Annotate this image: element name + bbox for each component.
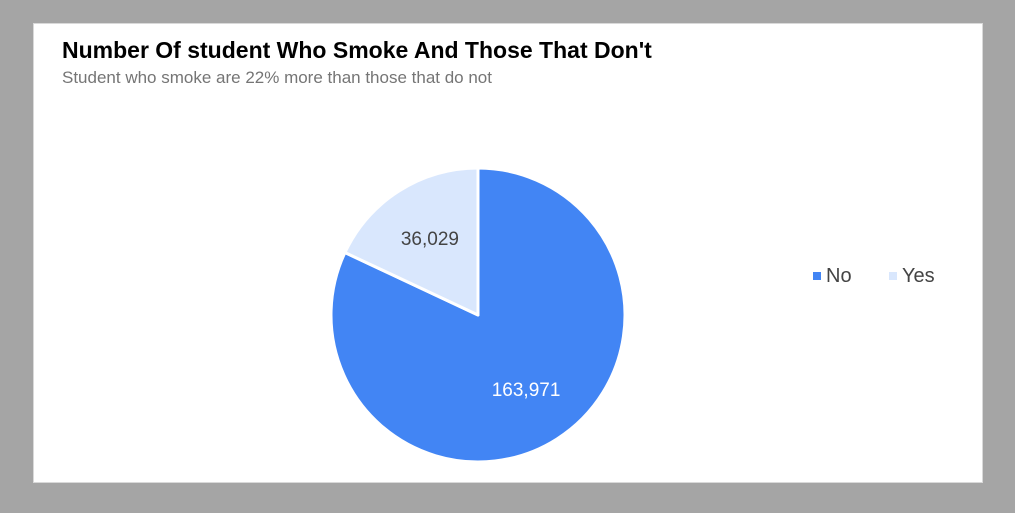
legend-item-yes: Yes (889, 265, 935, 287)
slice-label-yes: 36,029 (401, 229, 459, 250)
pie-chart: 163,971 36,029 No Yes (329, 166, 935, 464)
slice-label-no: 163,971 (492, 380, 561, 401)
chart-subtitle: Student who smoke are 22% more than thos… (62, 68, 492, 87)
legend-swatch-yes (889, 272, 897, 280)
legend: No Yes (813, 265, 935, 287)
pie-slices (329, 166, 627, 464)
legend-label-yes: Yes (902, 265, 935, 287)
legend-swatch-no (813, 272, 821, 280)
legend-item-no: No (813, 265, 852, 287)
pie-slice-yes (343, 166, 480, 317)
chart-title: Number Of student Who Smoke And Those Th… (62, 37, 652, 63)
pie-labels: 163,971 36,029 (401, 229, 561, 401)
chart-card: Number Of student Who Smoke And Those Th… (33, 23, 983, 483)
legend-label-no: No (826, 265, 852, 287)
